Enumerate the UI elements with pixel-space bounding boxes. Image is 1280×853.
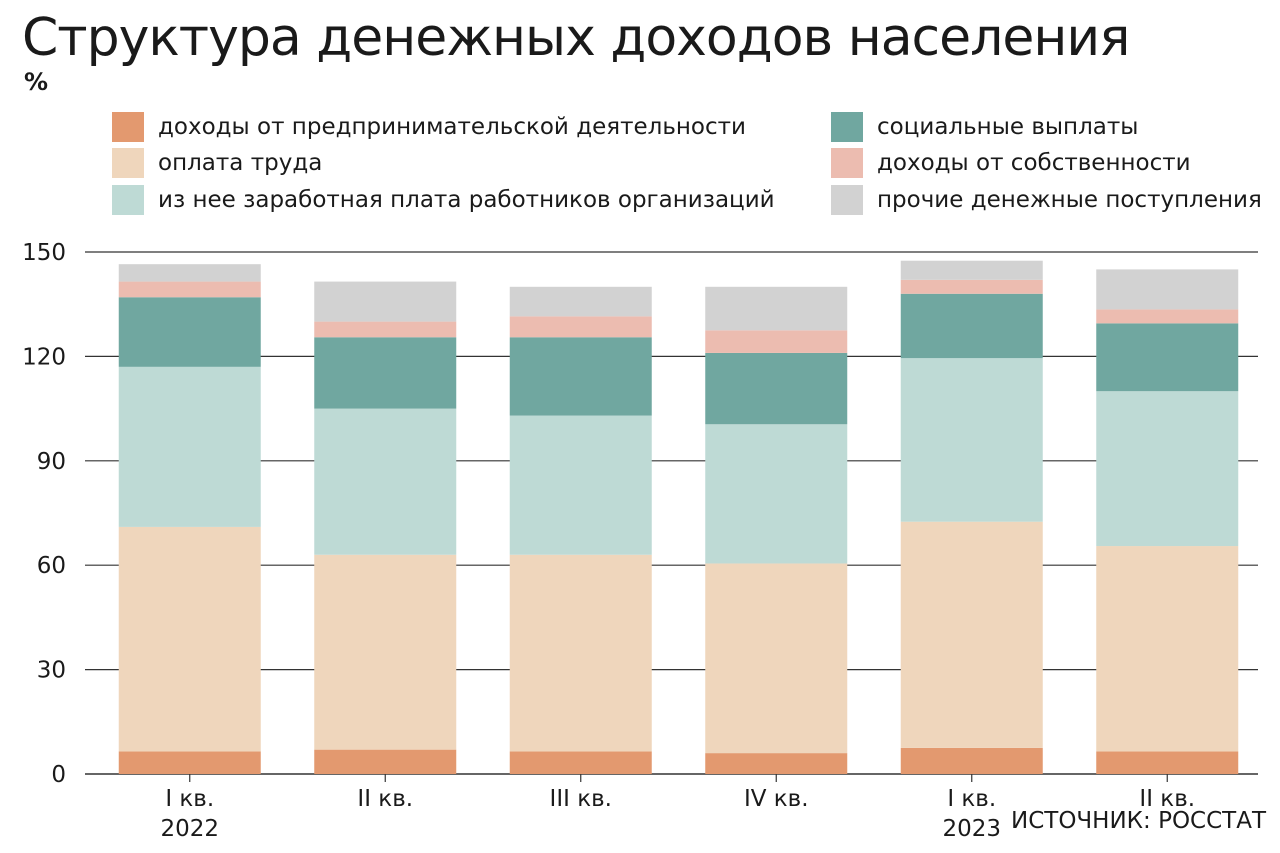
- bar-segment: [118, 526, 261, 752]
- year-label: 2023: [942, 816, 1001, 842]
- bar-segment: [1096, 751, 1239, 774]
- y-tick-label: 30: [37, 658, 66, 684]
- bar-segment: [900, 747, 1043, 774]
- legend-item-labor-pay: оплата труда: [112, 148, 322, 178]
- legend-item-wages: из нее заработная плата работников орган…: [112, 185, 775, 215]
- bar-segment: [900, 293, 1043, 359]
- year-label: 2022: [160, 816, 219, 842]
- legend-swatch: [831, 185, 863, 215]
- source-note: ИСТОЧНИК: РОССТАТ: [1011, 808, 1266, 834]
- legend-label: оплата труда: [158, 150, 323, 176]
- legend-swatch: [112, 112, 144, 142]
- legend-label: доходы от предпринимательской деятельнос…: [158, 114, 746, 140]
- bar-segment: [118, 281, 261, 298]
- bar-segment: [1096, 309, 1239, 324]
- bar-segment: [705, 286, 848, 331]
- bar-segment: [900, 521, 1043, 748]
- bar-segment: [900, 279, 1043, 294]
- legend-item-property: доходы от собственности: [831, 148, 1191, 178]
- y-tick-label: 90: [37, 449, 66, 475]
- bar-segment: [509, 554, 652, 752]
- bar-segment: [118, 297, 261, 367]
- bar-segment: [705, 424, 848, 564]
- bar-segment: [314, 281, 457, 322]
- legend-item-social: социальные выплаты: [831, 112, 1138, 142]
- x-tick-label: I кв.: [165, 786, 214, 812]
- y-tick-label: 150: [22, 240, 66, 266]
- bar-segment: [1096, 391, 1239, 547]
- legend-label: прочие денежные поступления: [877, 187, 1262, 213]
- legend-swatch: [831, 112, 863, 142]
- bar-segment: [705, 563, 848, 754]
- bar-segment: [314, 749, 457, 774]
- legend-label: социальные выплаты: [877, 114, 1139, 140]
- bar-segment: [509, 751, 652, 774]
- bar-segment: [118, 366, 261, 527]
- bar-segment: [705, 352, 848, 425]
- bar-segment: [118, 751, 261, 774]
- bar-segment: [1096, 323, 1239, 392]
- legend-item-other: прочие денежные поступления: [831, 185, 1262, 215]
- legend-label: из нее заработная плата работников орган…: [158, 187, 775, 213]
- bar-segment: [509, 337, 652, 416]
- bar-segment: [314, 321, 457, 338]
- bar-segment: [118, 264, 261, 282]
- y-tick-label: 120: [22, 344, 66, 370]
- x-tick-label: III кв.: [550, 786, 612, 812]
- legend-item-entrepreneurship: доходы от предпринимательской деятельнос…: [112, 112, 746, 142]
- bar-segment: [900, 260, 1043, 280]
- chart-title: Структура денежных доходов населения: [22, 8, 1130, 68]
- x-tick-label: IV кв.: [744, 786, 809, 812]
- bar-segment: [1096, 546, 1239, 752]
- bar-segment: [705, 753, 848, 774]
- legend-swatch: [112, 185, 144, 215]
- bar-segment: [509, 415, 652, 555]
- legend-label: доходы от собственности: [877, 150, 1191, 176]
- bar-segment: [509, 286, 652, 317]
- y-tick-label: 0: [51, 762, 66, 788]
- unit-label: %: [24, 68, 49, 96]
- bar-segment: [314, 337, 457, 409]
- x-tick-label: I кв.: [947, 786, 996, 812]
- x-tick-label: II кв.: [357, 786, 413, 812]
- bar-segment: [1096, 269, 1239, 310]
- legend-swatch: [112, 148, 144, 178]
- bar-segment: [705, 330, 848, 353]
- x-tick-label: II кв.: [1139, 786, 1195, 812]
- y-tick-label: 60: [37, 553, 66, 579]
- bar-segment: [900, 358, 1043, 522]
- bar-segment: [314, 554, 457, 750]
- legend-swatch: [831, 148, 863, 178]
- bar-segment: [314, 408, 457, 555]
- bar-segment: [509, 316, 652, 338]
